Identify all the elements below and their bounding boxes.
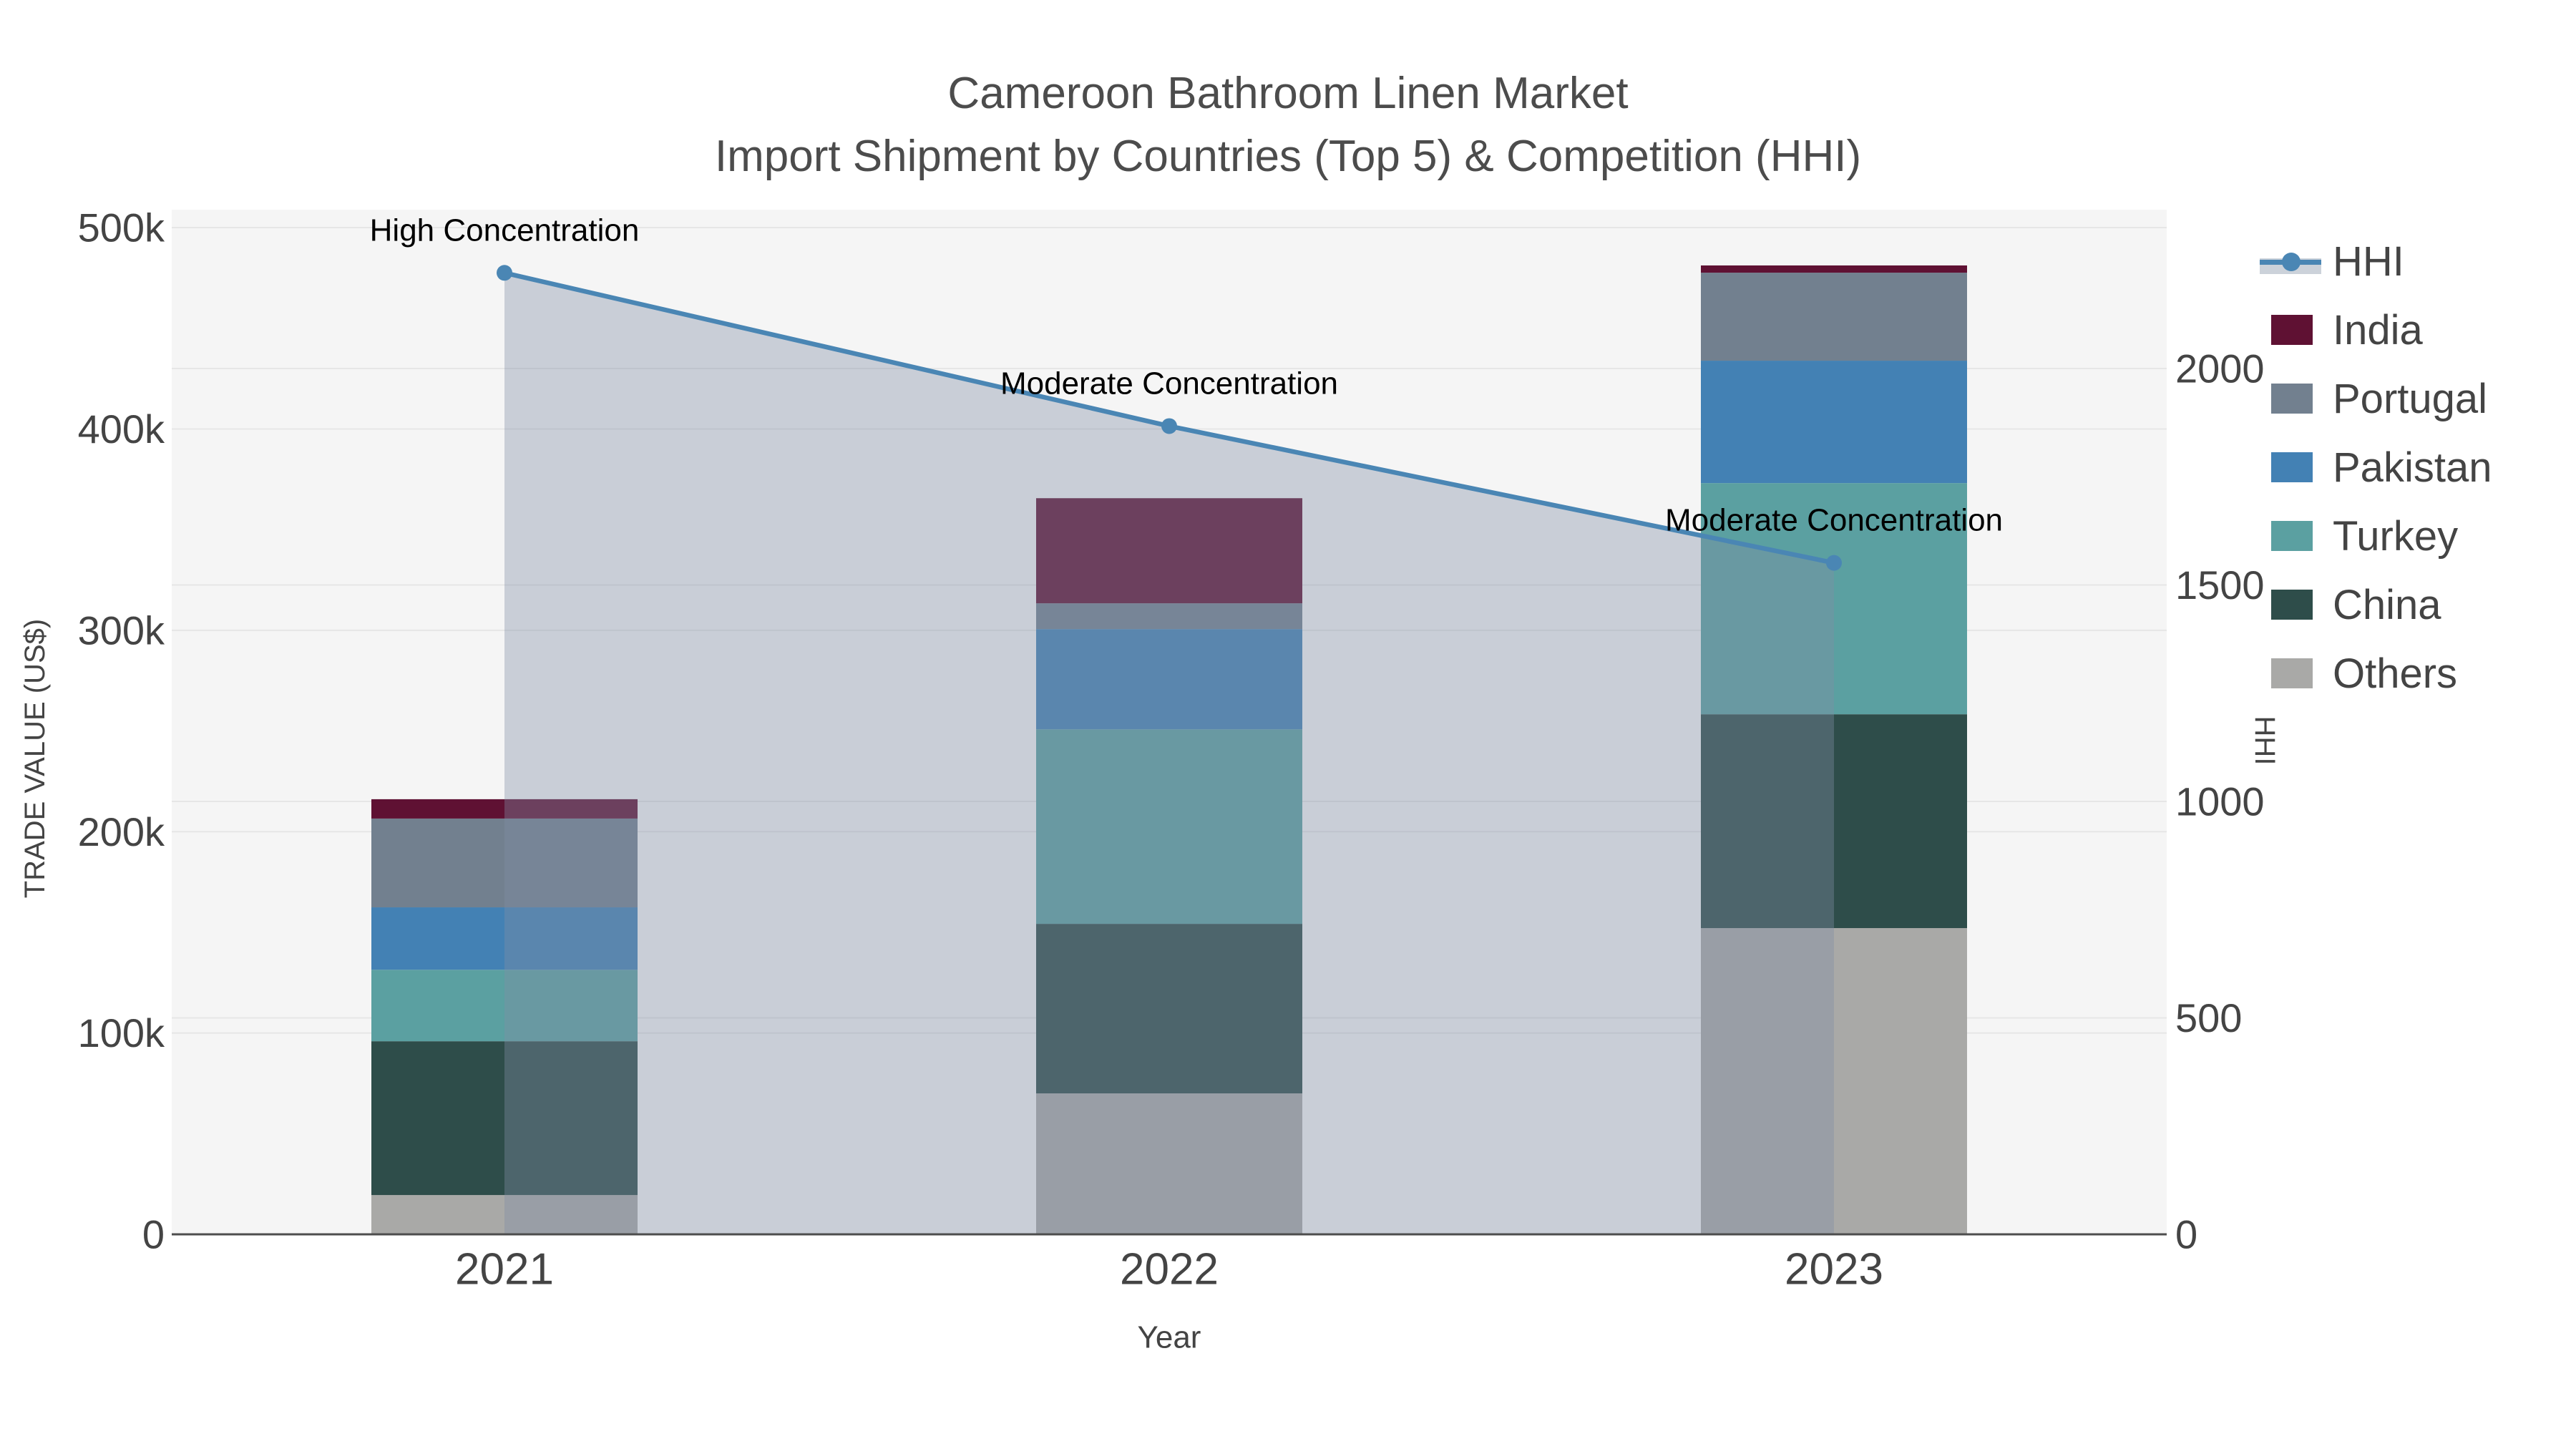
y-left-tick-200k: 200k [78,809,165,854]
legend-swatch-others [2271,658,2313,688]
x-tick-2022[interactable]: 2022 [1120,1245,1219,1294]
y-left-tick-100k: 100k [78,1010,165,1055]
bar-segment-2022-india[interactable] [1036,498,1302,604]
legend-swatch-pakistan [2271,452,2313,482]
y-right-tick-1500: 1500 [2175,562,2265,608]
bar-segment-2021-others[interactable] [371,1195,638,1234]
bar-segment-2021-china[interactable] [371,1041,638,1196]
hhi-area-fill [504,273,1834,1234]
x-axis-title: Year [1138,1319,1201,1355]
y-right-tick-1000: 1000 [2175,779,2265,824]
bar-segment-2023-china[interactable] [1701,714,1967,929]
bar-segment-2021-india[interactable] [371,799,638,819]
hhi-marker-2021[interactable] [497,265,512,281]
bar-segment-2023-india[interactable] [1701,265,1967,273]
y-right-axis-title: HHI [2249,716,2280,766]
annotation-2022: Moderate Concentration [1000,366,1338,401]
legend-item-portugal[interactable]: Portugal [2260,364,2492,433]
y-left-tick-500k: 500k [78,205,165,250]
legend-item-hhi[interactable]: HHI [2260,227,2492,296]
bar-segment-2023-pakistan[interactable] [1701,361,1967,484]
legend-label: Turkey [2333,512,2459,560]
y-right-tick-500: 500 [2175,995,2242,1040]
legend-item-turkey[interactable]: Turkey [2260,502,2492,570]
legend: HHI India Portugal Pakistan Turkey China Other… [2260,227,2492,708]
bar-segment-2023-portugal[interactable] [1701,273,1967,361]
x-tick-2021[interactable]: 2021 [455,1245,554,1294]
y-left-tick-0: 0 [142,1212,165,1257]
bar-segment-2023-turkey[interactable] [1701,483,1967,715]
legend-label: Pakistan [2333,444,2492,491]
x-tick-2023[interactable]: 2023 [1785,1245,1883,1294]
y-right-tick-2000: 2000 [2175,346,2265,391]
legend-label: China [2333,581,2441,628]
bar-segment-2021-portugal[interactable] [371,818,638,908]
bar-segment-2022-turkey[interactable] [1036,729,1302,924]
y-right-tick-0: 0 [2175,1212,2197,1257]
bar-segment-2022-china[interactable] [1036,924,1302,1094]
bar-segment-2022-others[interactable] [1036,1093,1302,1234]
chart-title-line1: Cameroon Bathroom Linen Market [947,69,1629,118]
annotation-2023: Moderate Concentration [1665,503,2003,538]
legend-item-pakistan[interactable]: Pakistan [2260,433,2492,502]
legend-item-others[interactable]: Others [2260,639,2492,708]
legend-swatch-india [2271,315,2313,345]
legend-swatch-turkey [2271,521,2313,551]
y-left-tick-300k: 300k [78,608,165,653]
legend-swatch-portugal [2271,384,2313,414]
bar-segment-2022-pakistan[interactable] [1036,629,1302,730]
legend-label: HHI [2333,238,2404,285]
y-left-tick-400k: 400k [78,406,165,452]
legend-label: India [2333,306,2423,353]
annotation-2021: High Concentration [370,213,640,248]
bar-segment-2022-portugal[interactable] [1036,603,1302,630]
legend-item-china[interactable]: China [2260,570,2492,639]
y-left-axis-title: TRADE VALUE (US$) [19,619,51,898]
bar-segment-2023-others[interactable] [1701,928,1967,1234]
legend-swatch-china [2271,590,2313,620]
hhi-marker-2023[interactable] [1826,555,1842,571]
hhi-marker-2022[interactable] [1161,418,1177,434]
bar-segment-2021-turkey[interactable] [371,970,638,1042]
legend-item-india[interactable]: India [2260,296,2492,364]
legend-label: Portugal [2333,375,2488,422]
bar-segment-2021-pakistan[interactable] [371,907,638,970]
legend-label: Others [2333,650,2458,697]
hhi-line-marker-icon [2260,245,2321,277]
chart-title-line2: Import Shipment by Countries (Top 5) & C… [714,132,1862,181]
